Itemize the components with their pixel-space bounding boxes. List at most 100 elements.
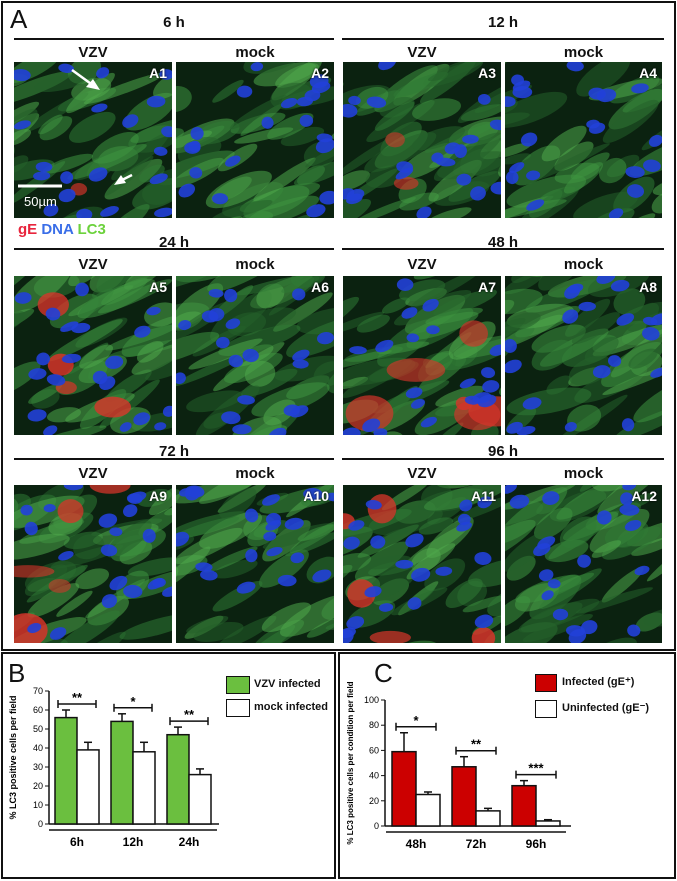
micrograph-id-label: A6 (311, 279, 329, 295)
x-tick-label: 72h (466, 837, 487, 851)
bar-control (188, 773, 212, 825)
x-tick-label: 48h (406, 837, 427, 851)
micrograph-a1: 50µm A1 (14, 62, 172, 218)
condition-label: mock (563, 44, 604, 61)
x-tick-label: 6h (70, 835, 84, 849)
timepoint-label: 6 h (163, 14, 185, 31)
bar-infected (110, 720, 134, 825)
bar-infected (391, 750, 417, 827)
y-tick-label: 10 (33, 800, 43, 810)
y-axis-label: % LC3 positive cells per field (8, 695, 18, 819)
micrograph-a9: A9 (14, 485, 172, 643)
micrograph-id-label: A4 (639, 65, 657, 81)
micrograph-id-label: A11 (471, 488, 496, 504)
bar-infected (511, 784, 537, 827)
micrograph-id-label: A10 (303, 488, 329, 504)
micrograph-a6: A6 (176, 276, 334, 435)
y-tick-label: 70 (33, 686, 43, 696)
condition-label: VZV (78, 465, 108, 482)
y-tick-label: 50 (33, 724, 43, 734)
panel-a-letter: A (10, 4, 28, 34)
y-tick-label: 0 (374, 821, 379, 831)
micrograph-a10: A10 (176, 485, 334, 643)
y-tick-label: 40 (33, 743, 43, 753)
micrograph-id-label: A7 (478, 279, 496, 295)
significance-label: * (413, 713, 419, 728)
y-tick-label: 40 (369, 771, 379, 781)
panel-b-letter: B (8, 658, 26, 688)
y-tick-label: 80 (369, 720, 379, 730)
micrograph-a2: A2 (176, 62, 334, 218)
scale-bar-label: 50µm (24, 194, 57, 209)
bar-infected (166, 733, 190, 825)
condition-label: mock (235, 44, 275, 61)
micrograph-id-label: A3 (478, 65, 496, 81)
timepoint-label: 72 h (158, 443, 189, 460)
condition-label: VZV (78, 256, 108, 273)
chart-c: 0 20 40 60 80 100 % LC3 positive cells per con… (346, 681, 571, 851)
y-tick-label: 60 (369, 745, 379, 755)
legend-swatch-infected (535, 674, 557, 692)
legend-swatch-mock-infected (226, 699, 250, 717)
micrograph-a8: A8 (505, 276, 662, 435)
micrograph-a3: A3 (343, 62, 501, 218)
micrograph-a5: A5 (14, 276, 172, 435)
bar-control (132, 751, 156, 825)
stain-lc3-label: LC3 (77, 221, 106, 238)
bar-control (535, 820, 561, 827)
timepoint-underline (342, 458, 664, 460)
bar-control (415, 793, 441, 827)
condition-label: VZV (407, 256, 437, 273)
stain-ge-label: gE (18, 221, 38, 238)
timepoint-label: 48 h (487, 234, 518, 251)
timepoint-underline (14, 458, 334, 460)
panel-c-letter: C (374, 658, 393, 688)
legend-label-vzv-infected: VZV infected (254, 678, 321, 690)
timepoint-underline (342, 248, 664, 250)
micrograph-a12: A12 (505, 485, 662, 643)
micrograph-id-label: A8 (639, 279, 657, 295)
x-tick-label: 24h (179, 835, 200, 849)
significance-label: ** (184, 707, 195, 722)
condition-label: mock (563, 256, 604, 273)
y-axis-label: % LC3 positive cells per condition per f… (346, 681, 355, 844)
y-tick-label: 20 (33, 781, 43, 791)
micrograph-id-label: A1 (149, 65, 167, 81)
legend-label-uninfected: Uninfected (gE⁻) (562, 702, 650, 714)
micrograph-a11: A11 (343, 485, 501, 643)
bar-infected (451, 766, 477, 827)
legend-swatch-vzv-infected (226, 676, 250, 694)
legend-swatch-uninfected (535, 700, 557, 718)
bar-control (475, 810, 501, 827)
stain-legend: gE DNA LC3 (18, 221, 106, 238)
bar-infected (54, 716, 78, 825)
legend-label-mock-infected: mock infected (254, 701, 328, 713)
y-tick-label: 100 (364, 695, 379, 705)
timepoint-underline (14, 38, 334, 40)
condition-label: VZV (407, 465, 437, 482)
condition-label: VZV (78, 44, 108, 61)
arrow-head-icon (86, 79, 100, 90)
x-tick-label: 12h (123, 835, 144, 849)
significance-label: *** (528, 761, 544, 776)
micrograph-id-label: A5 (149, 279, 167, 295)
micrograph-a7: A7 (343, 276, 501, 435)
y-tick-label: 20 (369, 796, 379, 806)
x-tick-label: 96h (526, 837, 547, 851)
y-tick-label: 0 (38, 819, 43, 829)
panel-b-frame (1, 652, 336, 879)
stain-dna-label: DNA (41, 221, 74, 238)
legend-label-infected: Infected (gE⁺) (562, 676, 635, 688)
panel-a-frame (1, 1, 676, 651)
micrograph-id-label: A2 (311, 65, 329, 81)
panel-c-frame (338, 652, 676, 879)
condition-label: mock (563, 465, 604, 482)
timepoint-underline (14, 248, 334, 250)
timepoint-label: 24 h (158, 234, 189, 251)
condition-label: mock (235, 256, 275, 273)
y-tick-label: 60 (33, 705, 43, 715)
micrograph-id-label: A12 (631, 488, 657, 504)
timepoint-underline (342, 38, 664, 40)
bar-control (76, 749, 100, 825)
timepoint-label: 12 h (487, 14, 518, 31)
